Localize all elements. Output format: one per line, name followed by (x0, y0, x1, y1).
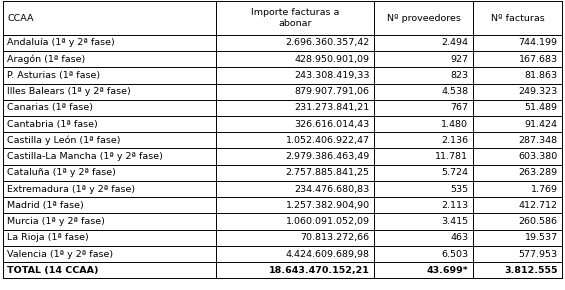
Text: P. Asturias (1ª fase): P. Asturias (1ª fase) (7, 71, 101, 80)
Text: 167.683: 167.683 (519, 55, 558, 64)
Text: Canarias (1ª fase): Canarias (1ª fase) (7, 103, 93, 113)
Text: Madrid (1ª fase): Madrid (1ª fase) (7, 201, 84, 210)
Text: Andaluía (1ª y 2ª fase): Andaluía (1ª y 2ª fase) (7, 38, 115, 48)
Text: 287.348: 287.348 (519, 136, 558, 145)
Text: Nº facturas: Nº facturas (490, 14, 544, 23)
Text: 412.712: 412.712 (519, 201, 558, 210)
Text: Nº proveedores: Nº proveedores (386, 14, 460, 23)
Text: 260.586: 260.586 (519, 217, 558, 226)
Text: Castilla y León (1ª fase): Castilla y León (1ª fase) (7, 136, 121, 145)
Text: 2.979.386.463,49: 2.979.386.463,49 (285, 152, 370, 161)
Text: 3.415: 3.415 (441, 217, 468, 226)
Text: 2.113: 2.113 (441, 201, 468, 210)
Text: Importe facturas a
abonar: Importe facturas a abonar (251, 8, 340, 28)
Text: 744.199: 744.199 (519, 38, 558, 48)
Text: 463: 463 (450, 233, 468, 242)
Text: 3.812.555: 3.812.555 (504, 266, 558, 275)
Text: 19.537: 19.537 (524, 233, 558, 242)
Text: 823: 823 (450, 71, 468, 80)
Text: 11.781: 11.781 (435, 152, 468, 161)
Text: CCAA: CCAA (7, 14, 34, 23)
Text: 231.273.841,21: 231.273.841,21 (294, 103, 370, 113)
Text: 4.538: 4.538 (441, 87, 468, 96)
Text: 2.136: 2.136 (441, 136, 468, 145)
Text: 927: 927 (450, 55, 468, 64)
Text: Murcia (1ª y 2ª fase): Murcia (1ª y 2ª fase) (7, 217, 105, 226)
Text: 43.699*: 43.699* (427, 266, 468, 275)
Text: Extremadura (1ª y 2ª fase): Extremadura (1ª y 2ª fase) (7, 184, 136, 194)
Text: Castilla-La Mancha (1ª y 2ª fase): Castilla-La Mancha (1ª y 2ª fase) (7, 152, 163, 161)
Text: 577.953: 577.953 (519, 249, 558, 259)
Text: 2.494: 2.494 (441, 38, 468, 48)
Text: 81.863: 81.863 (524, 71, 558, 80)
Text: Valencia (1ª y 2ª fase): Valencia (1ª y 2ª fase) (7, 249, 114, 259)
Text: 1.052.406.922,47: 1.052.406.922,47 (286, 136, 370, 145)
Text: 51.489: 51.489 (525, 103, 558, 113)
Text: 1.257.382.904,90: 1.257.382.904,90 (285, 201, 370, 210)
Text: TOTAL (14 CCAA): TOTAL (14 CCAA) (7, 266, 99, 275)
Text: 5.724: 5.724 (441, 168, 468, 177)
Text: 249.323: 249.323 (519, 87, 558, 96)
Text: Cataluña (1ª y 2ª fase): Cataluña (1ª y 2ª fase) (7, 168, 116, 177)
Text: 4.424.609.689,98: 4.424.609.689,98 (286, 249, 370, 259)
Text: 767: 767 (450, 103, 468, 113)
Text: 263.289: 263.289 (519, 168, 558, 177)
Text: 2.696.360.357,42: 2.696.360.357,42 (285, 38, 370, 48)
Text: 70.813.272,66: 70.813.272,66 (301, 233, 370, 242)
Text: 1.480: 1.480 (441, 119, 468, 129)
Text: Illes Balears (1ª y 2ª fase): Illes Balears (1ª y 2ª fase) (7, 87, 131, 96)
Text: 879.907.791,06: 879.907.791,06 (295, 87, 370, 96)
Text: 603.380: 603.380 (519, 152, 558, 161)
Text: 234.476.680,83: 234.476.680,83 (294, 184, 370, 194)
Text: 1.060.091.052,09: 1.060.091.052,09 (286, 217, 370, 226)
Text: Aragón (1ª fase): Aragón (1ª fase) (7, 55, 85, 64)
Text: 243.308.419,33: 243.308.419,33 (294, 71, 370, 80)
Text: 18.643.470.152,21: 18.643.470.152,21 (269, 266, 370, 275)
Text: La Rioja (1ª fase): La Rioja (1ª fase) (7, 233, 89, 242)
Text: 326.616.014,43: 326.616.014,43 (294, 119, 370, 129)
Text: 535: 535 (450, 184, 468, 194)
Text: Cantabria (1ª fase): Cantabria (1ª fase) (7, 119, 98, 129)
Text: 1.769: 1.769 (531, 184, 558, 194)
Text: 91.424: 91.424 (525, 119, 558, 129)
Text: 428.950.901,09: 428.950.901,09 (295, 55, 370, 64)
Text: 2.757.885.841,25: 2.757.885.841,25 (286, 168, 370, 177)
Text: 6.503: 6.503 (441, 249, 468, 259)
